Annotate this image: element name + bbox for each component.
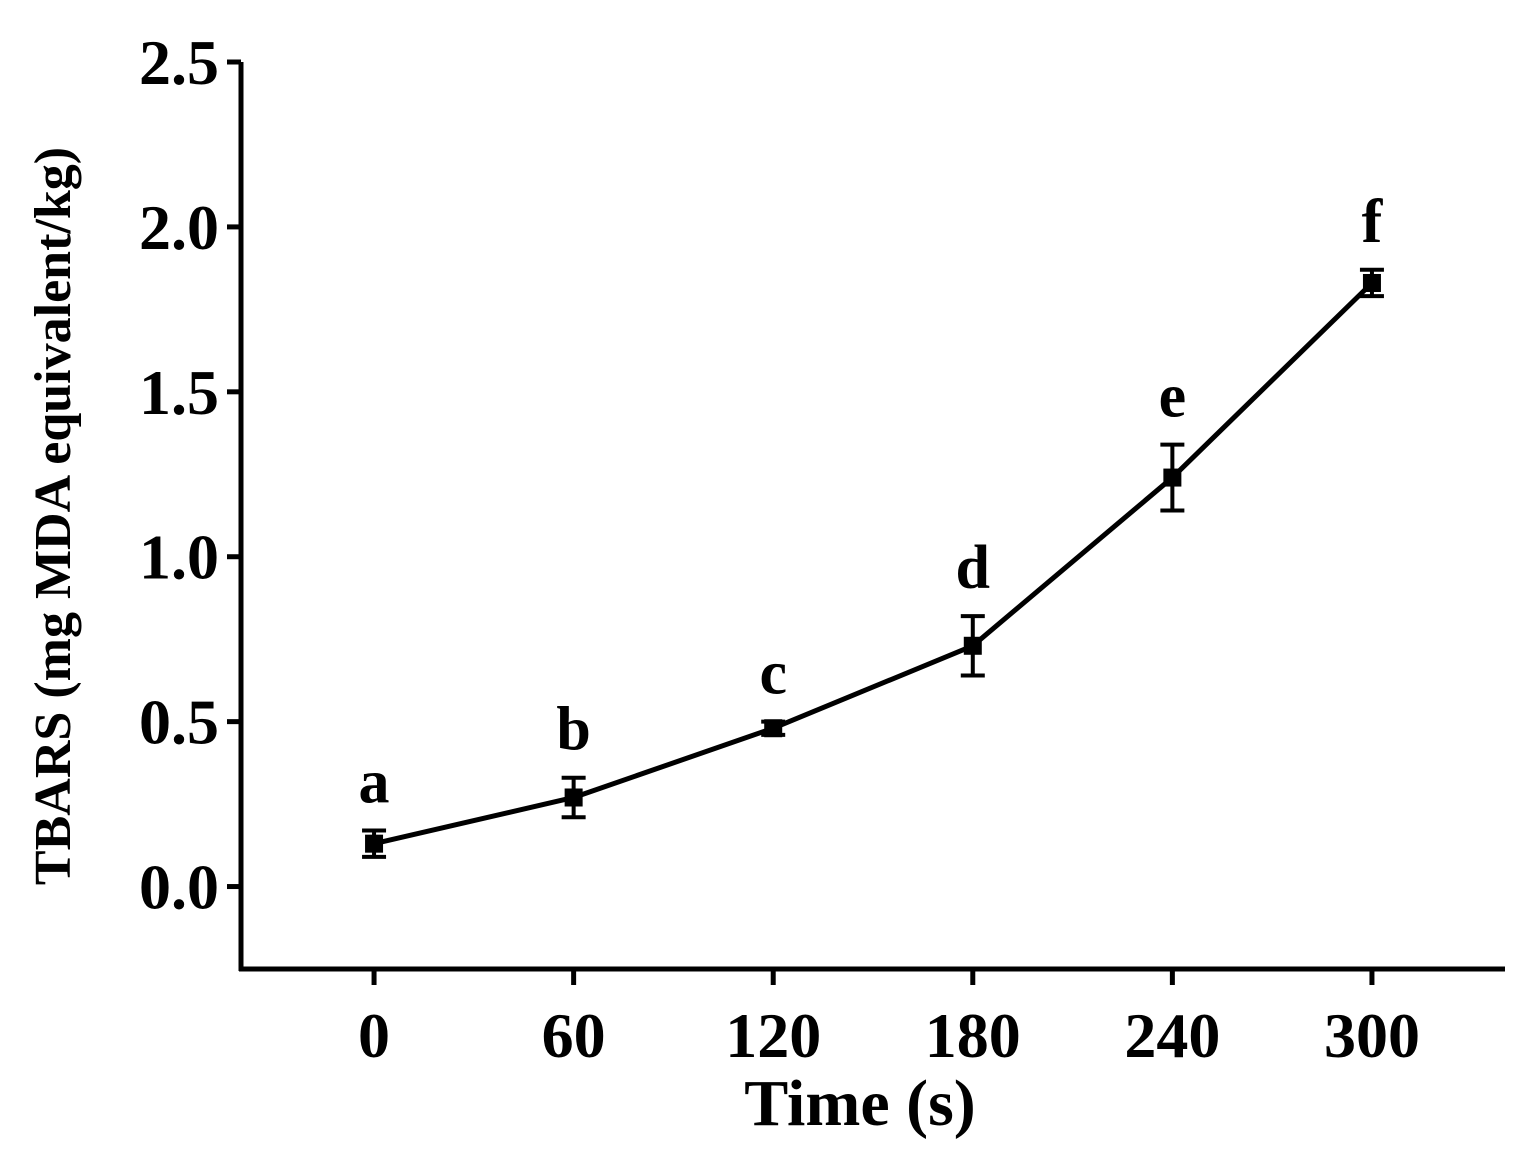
x-ticks: 0 60 120 180 240 300 <box>358 969 1420 1071</box>
x-tick-label: 120 <box>725 1000 821 1071</box>
y-axis-title: TBARS (mg MDA equivalent/kg) <box>25 147 82 885</box>
significance-label: c <box>759 640 787 708</box>
x-tick-label: 180 <box>925 1000 1021 1071</box>
series-group: a b c d e f <box>359 188 1384 859</box>
y-tick-label: 1.0 <box>139 522 219 593</box>
x-axis-title: Time (s) <box>744 1067 976 1140</box>
axes <box>238 62 1505 972</box>
significance-label: b <box>556 696 590 764</box>
x-tick-label: 60 <box>542 1000 606 1071</box>
significance-label: d <box>956 534 990 602</box>
data-point <box>963 636 982 655</box>
y-tick-label: 2.0 <box>139 192 219 263</box>
x-tick-label: 0 <box>358 1000 390 1071</box>
significance-label: f <box>1362 188 1384 256</box>
y-tick-label: 1.5 <box>139 357 219 428</box>
y-tick-label: 0.5 <box>139 687 219 758</box>
y-tick-label: 0.0 <box>139 852 219 923</box>
data-point <box>365 834 384 853</box>
significance-label: e <box>1159 363 1187 431</box>
y-tick-label: 2.5 <box>139 27 219 98</box>
series-line <box>373 281 1374 847</box>
y-ticks: 0.0 0.5 1.0 1.5 2.0 2.5 <box>139 27 241 923</box>
x-tick-label: 300 <box>1324 1000 1420 1071</box>
data-point <box>564 788 583 807</box>
data-point <box>1163 468 1182 487</box>
x-tick-label: 240 <box>1124 1000 1220 1071</box>
significance-label: a <box>359 748 390 816</box>
data-point <box>764 719 783 738</box>
data-point <box>1362 273 1381 292</box>
